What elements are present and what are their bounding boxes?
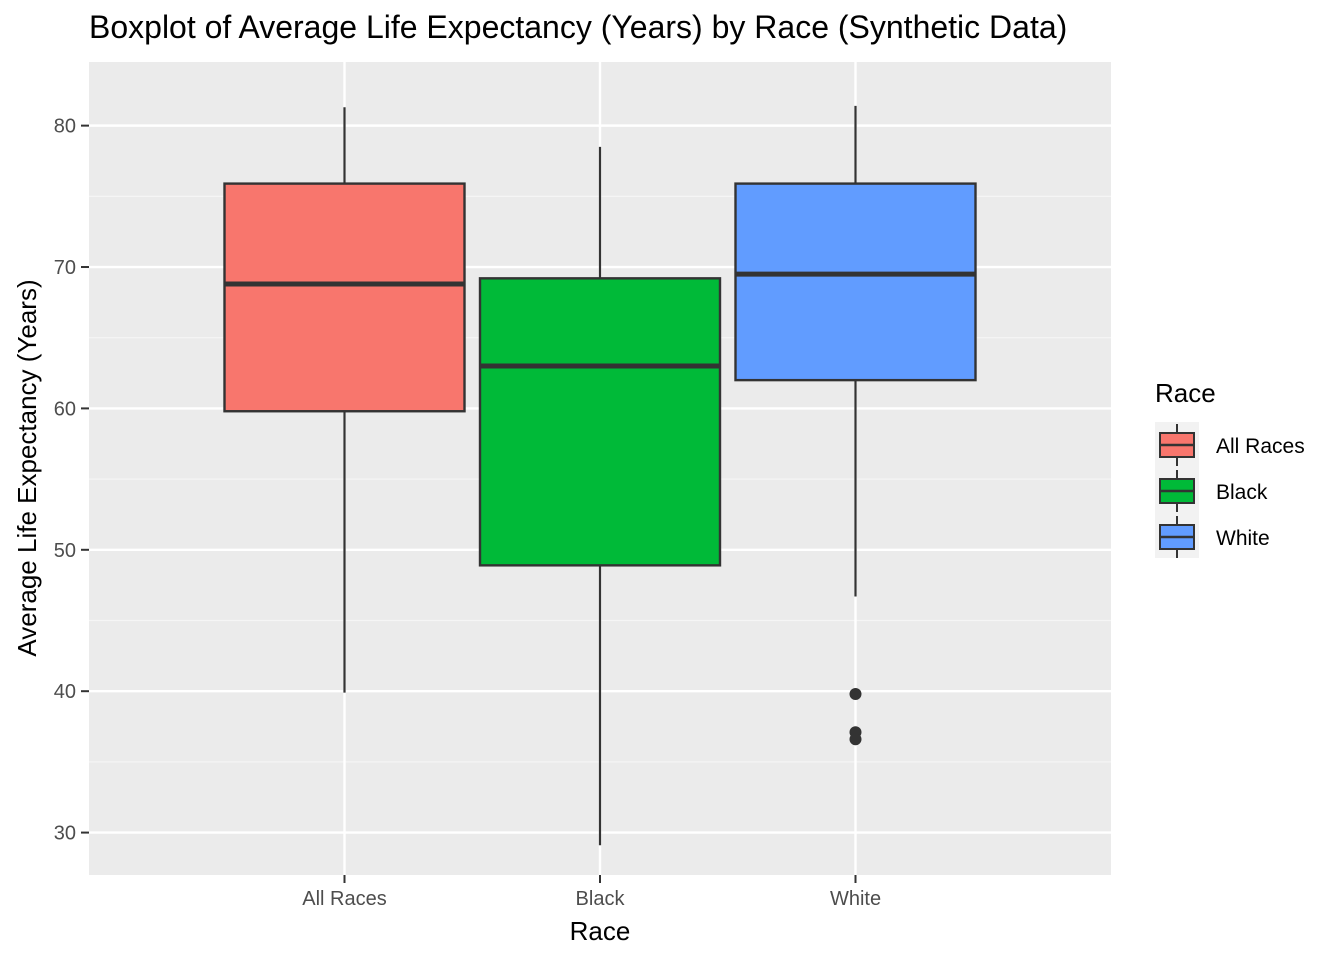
box-iqr (478, 277, 722, 567)
box-iqr (734, 182, 977, 382)
box-iqr (223, 182, 466, 413)
box-white (734, 105, 977, 746)
outlier-point (849, 733, 862, 746)
boxes-layer (223, 105, 977, 846)
legend-item-black: Black (1159, 470, 1268, 512)
legend-label: All Races (1216, 435, 1305, 458)
y-tick-label: 40 (54, 681, 76, 703)
legend-label: White (1216, 527, 1270, 550)
x-tick-label: Black (576, 888, 626, 910)
y-tick-label: 70 (54, 257, 76, 279)
legend-item-all-races: All Races (1159, 424, 1305, 466)
x-tick-label: All Races (302, 888, 386, 910)
legend-label: Black (1216, 481, 1268, 504)
legend-title: Race (1155, 378, 1216, 408)
y-tick-label: 50 (54, 540, 76, 562)
legend: Race All Races Black White (1155, 378, 1305, 558)
box-black (478, 146, 722, 846)
y-tick-label: 80 (54, 116, 76, 138)
y-tick-label: 30 (54, 823, 76, 845)
x-tick-label: White (830, 888, 881, 910)
outlier-point (849, 688, 862, 701)
legend-item-white: White (1159, 516, 1270, 558)
y-axis-title: Average Life Expectancy (Years) (12, 279, 42, 656)
x-axis: All Races Black White (302, 875, 881, 910)
x-axis-title: Race (570, 916, 631, 946)
box-all-races (223, 107, 466, 693)
chart-title: Boxplot of Average Life Expectancy (Year… (89, 9, 1067, 45)
y-tick-label: 60 (54, 398, 76, 420)
y-axis: 30 40 50 60 70 80 (54, 116, 89, 845)
